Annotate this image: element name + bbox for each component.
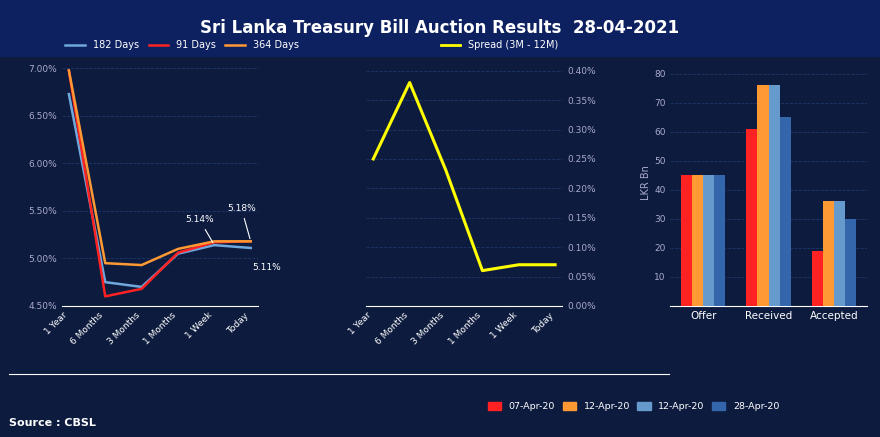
182 Days: [100, 280, 111, 285]
Bar: [746, 129, 758, 306]
91 Days: [63, 68, 74, 73]
182 Days: [246, 245, 256, 250]
91 Days: [246, 239, 256, 244]
Text: 5.11%: 5.11%: [253, 263, 282, 272]
Text: 5.14%: 5.14%: [186, 215, 214, 243]
Bar: [703, 175, 715, 306]
Legend: 182 Days, 91 Days, 364 Days: 182 Days, 91 Days, 364 Days: [62, 36, 303, 54]
182 Days: [172, 251, 183, 256]
Line: 364 Days: 364 Days: [69, 70, 251, 265]
Bar: [845, 219, 856, 306]
364 Days: [136, 263, 147, 268]
Bar: [812, 251, 823, 306]
364 Days: [209, 239, 220, 244]
182 Days: [209, 243, 220, 248]
Line: 91 Days: 91 Days: [69, 70, 251, 296]
Bar: [681, 175, 692, 306]
364 Days: [246, 239, 256, 244]
Bar: [834, 201, 845, 306]
182 Days: [63, 91, 74, 97]
Text: 5.18%: 5.18%: [227, 204, 256, 239]
Text: Source : CBSL: Source : CBSL: [9, 418, 96, 428]
Legend: 07-Apr-20, 12-Apr-20, 12-Apr-20, 28-Apr-20: 07-Apr-20, 12-Apr-20, 12-Apr-20, 28-Apr-…: [484, 398, 783, 415]
Line: 182 Days: 182 Days: [69, 94, 251, 287]
Text: Sri Lanka Treasury Bill Auction Results  28-04-2021: Sri Lanka Treasury Bill Auction Results …: [201, 19, 679, 38]
91 Days: [209, 239, 220, 245]
Bar: [692, 175, 703, 306]
91 Days: [100, 294, 111, 299]
Legend: Spread (3M - 12M): Spread (3M - 12M): [437, 36, 562, 54]
Y-axis label: LKR Bn: LKR Bn: [642, 165, 651, 200]
364 Days: [63, 68, 74, 73]
182 Days: [136, 284, 147, 290]
Bar: [780, 117, 791, 306]
364 Days: [172, 246, 183, 252]
91 Days: [136, 286, 147, 291]
Bar: [768, 85, 780, 306]
364 Days: [100, 260, 111, 266]
Bar: [758, 85, 768, 306]
91 Days: [172, 250, 183, 255]
Bar: [823, 201, 834, 306]
Bar: [715, 175, 725, 306]
